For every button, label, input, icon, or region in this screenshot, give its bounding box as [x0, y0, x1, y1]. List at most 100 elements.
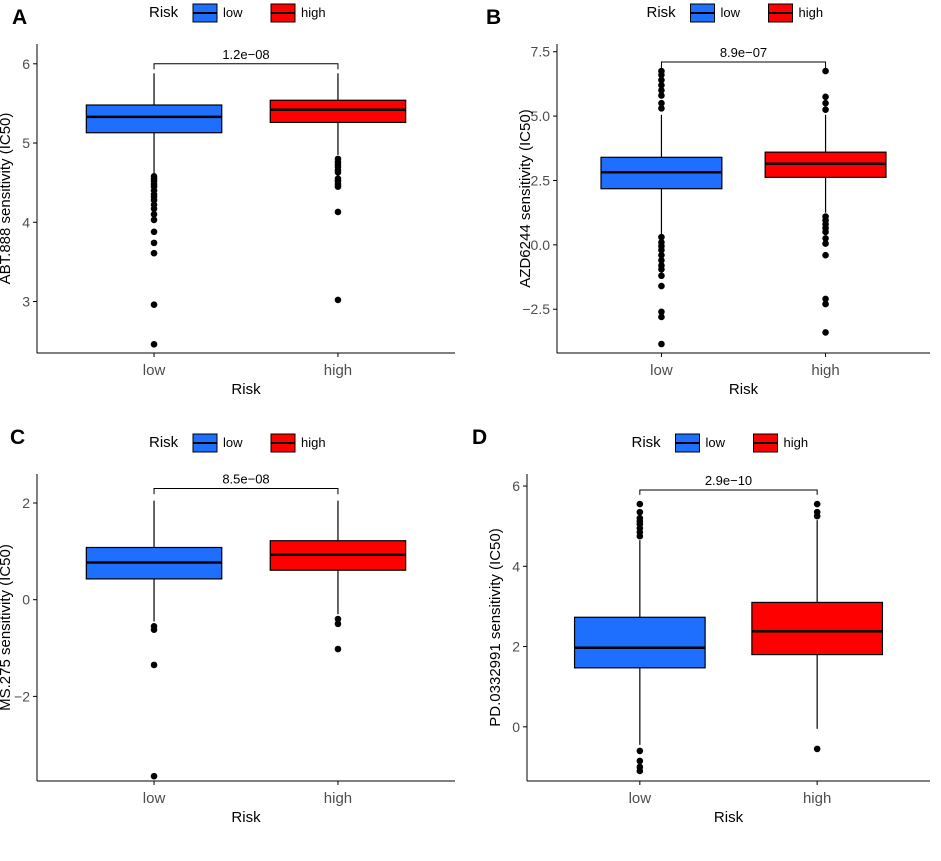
x-axis-title: Risk [231, 381, 261, 398]
legend-label-low: low [721, 5, 741, 20]
p-value-label: 1.2e−08 [222, 47, 269, 62]
box-low [600, 67, 723, 348]
outlier-point [658, 92, 665, 99]
box-iqr [573, 616, 706, 669]
panel-a: A Risk low high 3 4 5 6 low high Risk ABT.888 sensi… [0, 3, 455, 398]
x-tick-label-low: low [143, 362, 166, 379]
outlier-point [658, 272, 665, 280]
outlier-point [813, 745, 821, 753]
legend-label-low: low [706, 435, 726, 450]
box-iqr [269, 99, 407, 124]
significance-bracket [639, 489, 818, 495]
outlier-point [658, 76, 665, 84]
outlier-point [658, 105, 665, 112]
outlier-point [334, 183, 342, 190]
y-tick-label: −2.5 [522, 301, 550, 317]
y-axis-title: AZD6244 sensitivity (IC50) [517, 109, 534, 287]
significance-bracket [153, 488, 339, 495]
legend-title: Risk [149, 4, 179, 21]
legend: Risk low high [632, 433, 808, 453]
legend-title: Risk [647, 4, 677, 21]
box-low [85, 73, 223, 348]
x-axis-title: Risk [714, 809, 744, 826]
outlier-point [658, 87, 665, 94]
outlier-point [334, 169, 342, 176]
box-iqr [85, 104, 223, 134]
y-axis-title: PD.0332991 sensitivity (IC50) [487, 528, 504, 726]
outlier-point [334, 296, 342, 304]
legend-key-low [675, 433, 700, 453]
box-low [85, 500, 223, 780]
panel-label: B [486, 6, 501, 29]
outlier-point [822, 93, 829, 101]
outlier-point [636, 757, 644, 765]
outlier-point [150, 249, 158, 257]
outlier-point [658, 99, 665, 107]
x-tick-label-low: low [143, 790, 166, 807]
y-tick-label: 0 [512, 719, 520, 735]
box-high [764, 67, 887, 336]
legend-label-high: high [301, 5, 326, 20]
outlier-point [822, 106, 829, 113]
legend: Risk low high [149, 3, 326, 23]
outlier-point [150, 216, 158, 224]
y-tick-label: 4 [512, 558, 520, 574]
y-tick-label: 2 [22, 495, 30, 511]
outlier-point [150, 211, 158, 218]
p-value-label: 8.9e−07 [720, 45, 767, 60]
outlier-point [150, 239, 158, 247]
p-value-label: 2.9e−10 [705, 473, 752, 488]
legend-key-high [270, 3, 296, 23]
outlier-point [658, 313, 665, 321]
panel-label: C [10, 426, 25, 449]
outlier-point [636, 500, 644, 508]
outlier-point [150, 661, 158, 669]
outlier-point [658, 233, 665, 241]
outlier-point [658, 282, 665, 290]
y-tick-label: 0 [22, 592, 30, 608]
x-axis-title: Risk [231, 809, 261, 826]
x-tick-label-low: low [650, 362, 673, 379]
box-high [751, 500, 884, 753]
outlier-point [636, 747, 644, 755]
outlier-point [822, 99, 829, 107]
significance-bracket [153, 63, 339, 70]
legend: Risk low high [647, 3, 824, 23]
outlier-point [658, 257, 665, 264]
y-tick-label: 6 [512, 478, 520, 494]
legend-label-low: low [223, 5, 243, 20]
panel-b: B Risk low high −2.5 0.0 2.5 5.0 7.5 low high Risk A… [486, 3, 930, 398]
outlier-point [150, 205, 158, 213]
legend-key-high [270, 433, 296, 453]
legend-title: Risk [632, 434, 662, 451]
outlier-point [636, 767, 644, 775]
outlier-point [658, 308, 665, 316]
x-tick-label-high: high [803, 790, 831, 807]
outlier-point [150, 340, 158, 348]
y-tick-label: 7.5 [531, 44, 551, 60]
y-tick-label: 2.5 [531, 172, 551, 188]
y-tick-label: 6 [22, 56, 30, 72]
legend: Risk low high [149, 433, 326, 453]
outlier-point [150, 772, 158, 780]
panel-c: C Risk low high −2 0 2 low high Risk MS.275 sensit… [0, 426, 455, 826]
outlier-point [822, 329, 829, 336]
outlier-point [822, 300, 829, 308]
box-high [269, 73, 407, 304]
legend-title: Risk [149, 434, 179, 451]
panel-label: A [12, 6, 27, 29]
outlier-point [334, 208, 342, 216]
p-value-label: 8.5e−08 [222, 472, 269, 487]
box-high [269, 500, 407, 653]
outlier-point [150, 626, 158, 633]
outlier-point [813, 500, 821, 508]
x-tick-label-low: low [629, 790, 652, 807]
panel-label: D [472, 426, 487, 449]
outlier-point [822, 235, 829, 242]
outlier-point [150, 228, 158, 236]
x-axis-title: Risk [729, 381, 759, 398]
legend-label-high: high [799, 5, 824, 20]
legend-key-low [690, 3, 715, 23]
outlier-point [658, 246, 665, 254]
outlier-point [150, 196, 158, 204]
